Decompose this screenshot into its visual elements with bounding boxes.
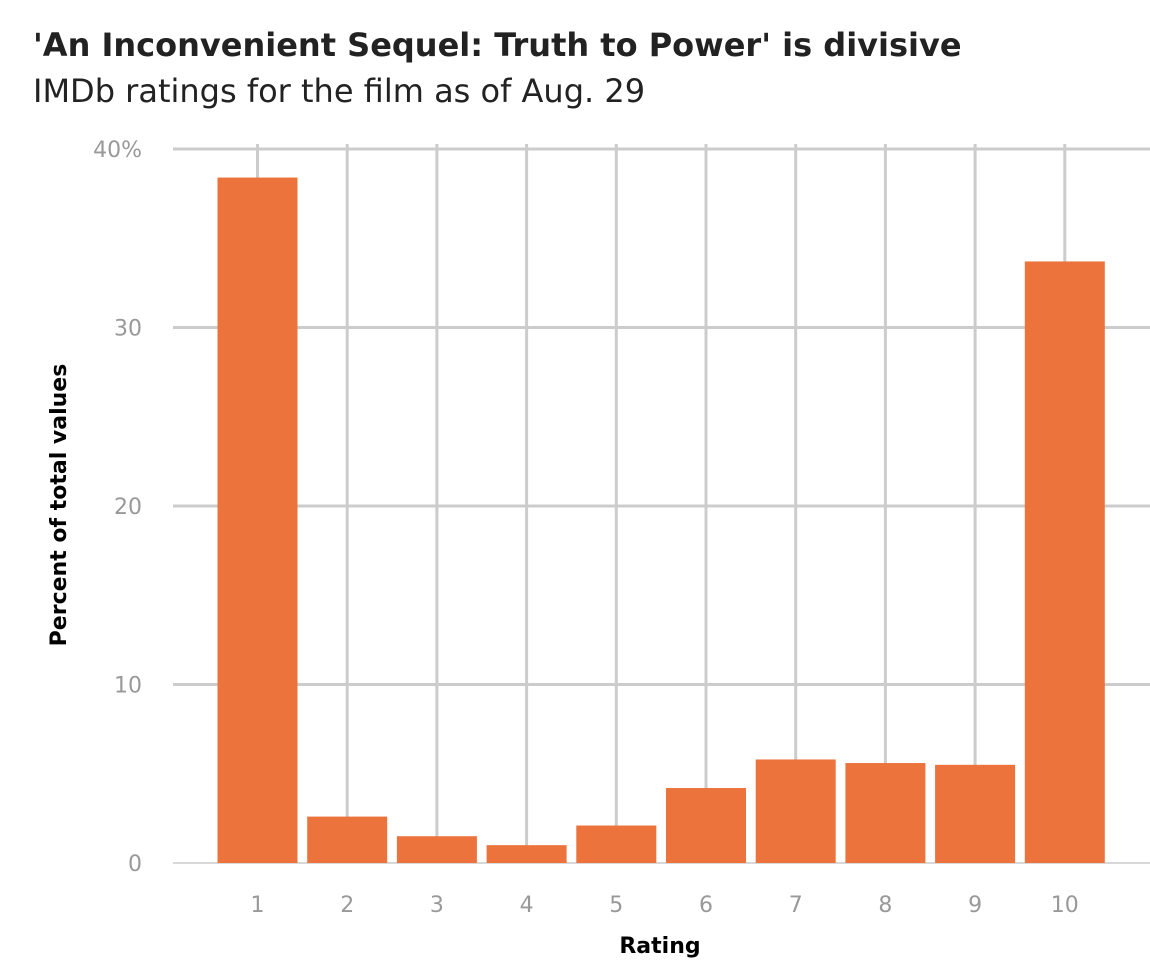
x-tick-label: 1 xyxy=(251,893,265,918)
bar-rating-4 xyxy=(486,845,567,863)
bar-rating-10 xyxy=(1024,261,1105,864)
bar-rating-2 xyxy=(307,816,388,863)
x-tick-label: 7 xyxy=(789,893,803,918)
bars xyxy=(217,177,1105,864)
y-tick-label: 30 xyxy=(114,317,142,342)
bar-rating-6 xyxy=(666,788,746,863)
vertical-gridlines xyxy=(256,144,1067,863)
x-tick-label: 2 xyxy=(340,893,354,918)
x-tick-label: 3 xyxy=(430,893,444,918)
chart-subtitle: IMDb ratings for the film as of Aug. 29 xyxy=(33,72,646,110)
bar-rating-5 xyxy=(576,825,657,863)
x-tick-label: 8 xyxy=(878,893,892,918)
x-tick-labels: 1 2 3 4 5 6 7 8 9 10 xyxy=(251,893,1079,918)
y-axis-title: Percent of total values xyxy=(47,364,72,647)
x-axis-title: Rating xyxy=(619,934,700,959)
y-tick-label: 0 xyxy=(128,852,142,877)
y-tick-label: 20 xyxy=(114,495,142,520)
x-tick-label: 6 xyxy=(699,893,713,918)
chart-title: 'An Inconvenient Sequel: Truth to Power'… xyxy=(33,26,962,64)
bar-rating-9 xyxy=(935,764,1016,863)
x-tick-label: 5 xyxy=(609,893,623,918)
bar-rating-7 xyxy=(755,759,836,863)
bar-rating-8 xyxy=(845,763,926,863)
x-tick-label: 10 xyxy=(1051,893,1079,918)
y-tick-label: 10 xyxy=(114,674,142,699)
bar-rating-1 xyxy=(217,177,298,863)
x-tick-label: 4 xyxy=(520,893,534,918)
x-tick-label: 9 xyxy=(968,893,982,918)
y-tick-labels: 0 10 20 30 40% xyxy=(93,138,142,877)
y-tick-label: 40% xyxy=(93,138,142,163)
horizontal-gridlines xyxy=(173,147,1150,864)
bar-rating-3 xyxy=(396,836,477,863)
